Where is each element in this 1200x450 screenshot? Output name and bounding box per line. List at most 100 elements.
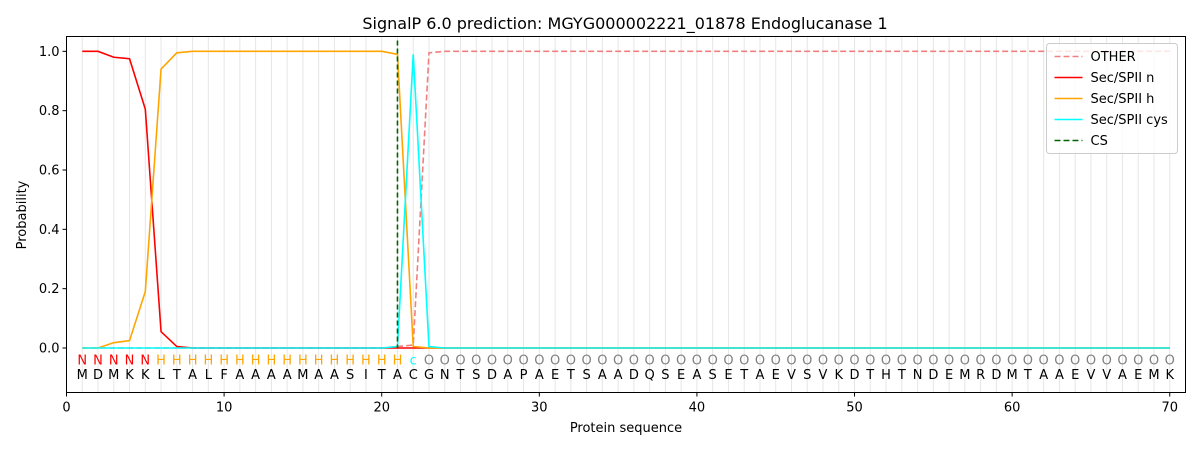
region-label: O <box>424 353 434 368</box>
region-label: O <box>928 353 938 368</box>
residue-letter: M <box>77 368 88 383</box>
y-tick-label: 0.4 <box>39 223 60 238</box>
region-label: H <box>361 353 371 368</box>
region-label: H <box>266 353 276 368</box>
residue-letter: A <box>251 368 260 383</box>
residue-letter: M <box>959 368 970 383</box>
legend: OTHER Sec/SPII n Sec/SPII h Sec/SPII cys CS <box>1046 43 1178 154</box>
residue-letter: T <box>1023 368 1032 383</box>
region-label: O <box>944 353 954 368</box>
residue-letter: T <box>739 368 748 383</box>
region-label: O <box>597 353 607 368</box>
region-label: O <box>676 353 686 368</box>
region-label: O <box>645 353 655 368</box>
region-label: N <box>109 353 119 368</box>
residue-letter: D <box>487 368 497 383</box>
residue-letter: A <box>1039 368 1048 383</box>
region-label: O <box>566 353 576 368</box>
region-label: O <box>534 353 544 368</box>
residue-letter: A <box>598 368 607 383</box>
region-label: H <box>377 353 387 368</box>
x-tick-label: 60 <box>1004 401 1021 416</box>
residue-letter: A <box>235 368 244 383</box>
region-label: H <box>172 353 182 368</box>
residue-letter: K <box>125 368 134 383</box>
residue-letter: D <box>629 368 639 383</box>
residue-letter: L <box>205 368 213 383</box>
region-label: O <box>960 353 970 368</box>
region-label: O <box>786 353 796 368</box>
region-label: O <box>897 353 907 368</box>
region-label: O <box>1165 353 1175 368</box>
region-label: O <box>1039 353 1049 368</box>
chart-title: SignalP 6.0 prediction: MGYG000002221_01… <box>362 14 887 34</box>
residue-letter: V <box>1102 368 1111 383</box>
y-tick-label: 0.6 <box>39 164 60 179</box>
residue-letter: T <box>377 368 386 383</box>
region-label: O <box>865 353 875 368</box>
residue-letter: T <box>172 368 181 383</box>
region-label: O <box>1117 353 1127 368</box>
residue-letter: K <box>141 368 150 383</box>
residue-letter: M <box>1148 368 1159 383</box>
region-label: O <box>613 353 623 368</box>
x-axis-title: Protein sequence <box>570 421 682 436</box>
residue-letter: T <box>566 368 575 383</box>
residue-letter: P <box>520 368 528 383</box>
legend-label: Sec/SPII h <box>1091 92 1155 107</box>
residue-letter: S <box>346 368 354 383</box>
series-line-sec-spii-cys <box>82 54 1170 349</box>
legend-box <box>1046 43 1178 154</box>
residue-letter: E <box>1134 368 1142 383</box>
residue-letter: A <box>1118 368 1127 383</box>
region-label: H <box>219 353 229 368</box>
region-label: O <box>802 353 812 368</box>
region-label: H <box>345 353 355 368</box>
x-tick-label: 10 <box>216 401 233 416</box>
residue-letter: A <box>614 368 623 383</box>
region-label: N <box>77 353 87 368</box>
region-label: H <box>298 353 308 368</box>
x-tick-label: 50 <box>846 401 863 416</box>
residue-letter: A <box>692 368 701 383</box>
residue-letter: R <box>976 368 985 383</box>
region-label: O <box>1054 353 1064 368</box>
region-label: O <box>818 353 828 368</box>
residue-letter: A <box>283 368 292 383</box>
residue-letter: D <box>850 368 860 383</box>
region-label: O <box>1102 353 1112 368</box>
sequence-layer: NMNDNMNKNKHLHTHAHLHFHAHAHAHAHMHAHAHSHIHT… <box>77 353 1175 383</box>
region-label: H <box>156 353 166 368</box>
region-label: O <box>881 353 891 368</box>
plot-frame <box>66 36 1186 393</box>
region-label: O <box>518 353 528 368</box>
residue-letter: S <box>803 368 811 383</box>
residue-letter: V <box>1086 368 1095 383</box>
x-tick-label: 70 <box>1161 401 1178 416</box>
region-label: O <box>692 353 702 368</box>
residue-letter: H <box>881 368 891 383</box>
residue-letter: A <box>535 368 544 383</box>
region-label: O <box>455 353 465 368</box>
residue-letter: A <box>756 368 765 383</box>
residue-letter: E <box>772 368 780 383</box>
x-tick-label: 40 <box>689 401 706 416</box>
region-label: O <box>834 353 844 368</box>
y-tick-label: 0.8 <box>39 104 60 119</box>
series-layer <box>82 50 1170 349</box>
residue-letter: T <box>897 368 906 383</box>
region-label: O <box>660 353 670 368</box>
residue-letter: V <box>787 368 796 383</box>
region-label: O <box>1133 353 1143 368</box>
region-label: O <box>771 353 781 368</box>
residue-letter: T <box>865 368 874 383</box>
residue-letter: I <box>364 368 368 383</box>
region-label: O <box>975 353 985 368</box>
grid-layer <box>81 36 1171 393</box>
residue-letter: E <box>551 368 559 383</box>
region-label: O <box>581 353 591 368</box>
residue-letter: T <box>456 368 465 383</box>
region-label: O <box>1007 353 1017 368</box>
region-label: H <box>314 353 324 368</box>
region-label: O <box>1149 353 1159 368</box>
